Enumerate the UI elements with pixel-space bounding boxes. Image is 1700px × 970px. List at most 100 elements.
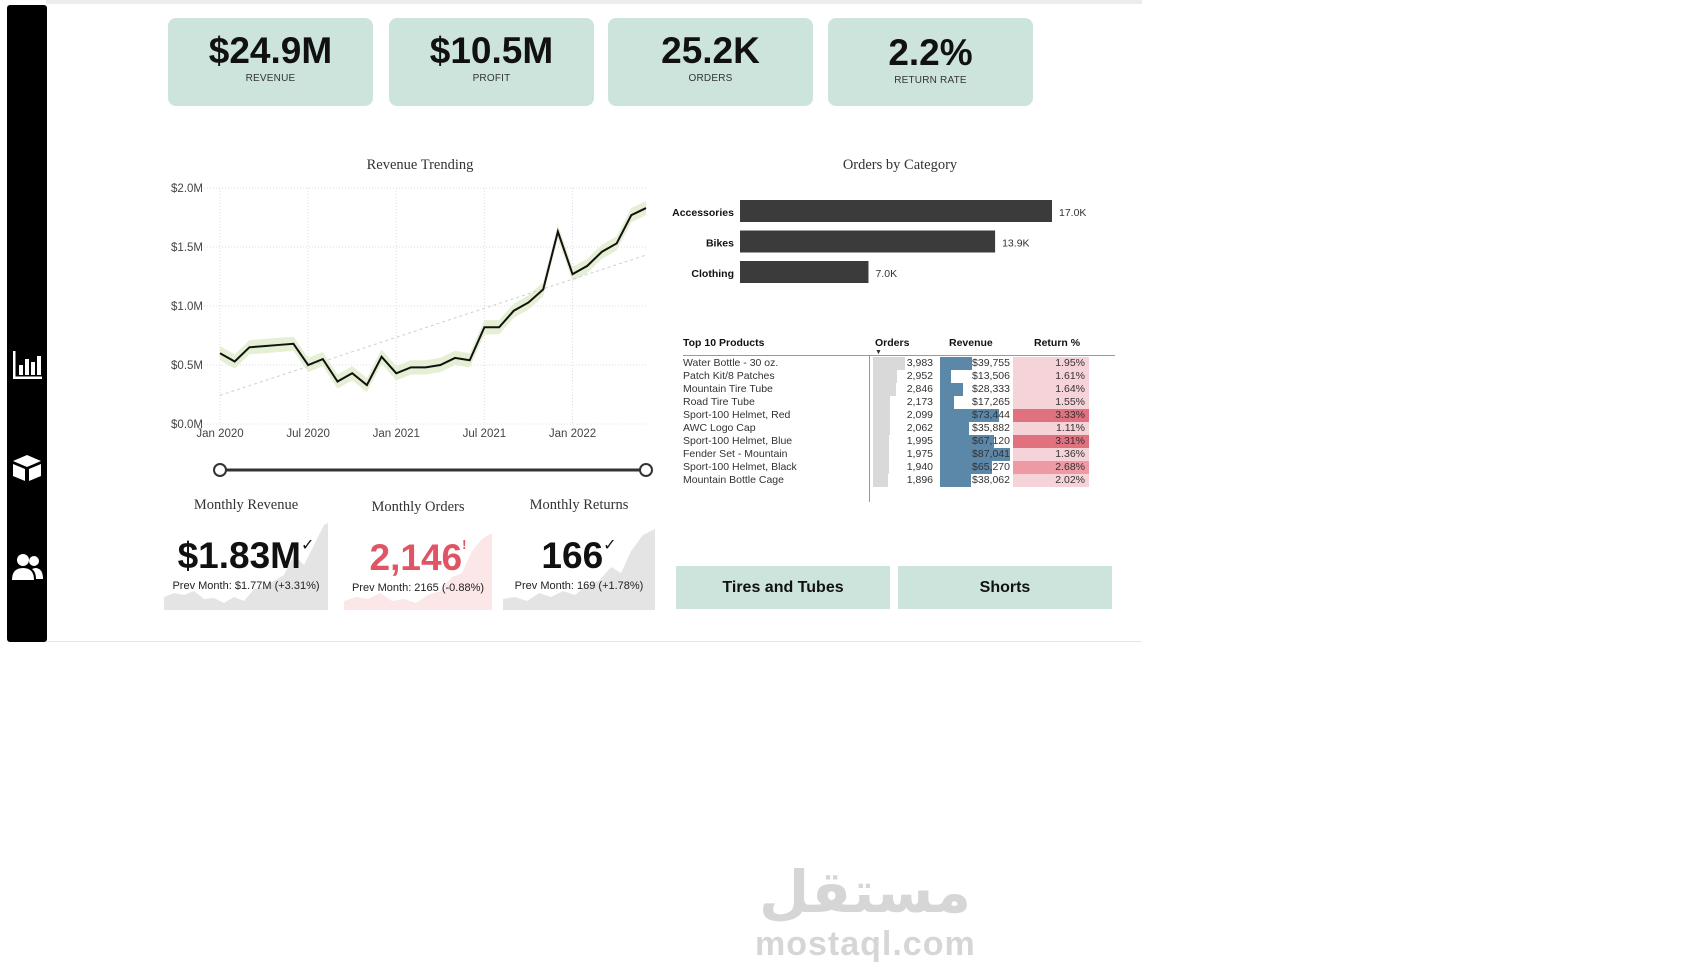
orders-cell: 1,975 bbox=[906, 448, 933, 460]
kpi-label: REVENUE bbox=[245, 73, 296, 84]
return-rate-cell: 2.68% bbox=[1013, 461, 1089, 474]
monthly-revenue-title: Monthly Revenue bbox=[193, 497, 299, 513]
monthly-revenue-card: Monthly Revenue $1.83M✓ Prev Month: $1.7… bbox=[164, 495, 328, 610]
revenue-cell: $17,265 bbox=[972, 396, 1010, 408]
trend-band bbox=[220, 200, 646, 393]
kpi-revenue: $24.9M REVENUE bbox=[168, 18, 373, 106]
revenue-databar bbox=[940, 357, 972, 370]
orders-databar bbox=[873, 383, 896, 396]
col-header-product[interactable]: Top 10 Products bbox=[683, 337, 765, 349]
table-row[interactable]: Mountain Bottle Cage 1,896 $38,062 2.02% bbox=[683, 474, 1115, 487]
monthly-returns-card: Monthly Returns 166✓ Prev Month: 169 (+1… bbox=[503, 495, 655, 610]
monthly-orders-prev: Prev Month: 2165 (-0.88%) bbox=[351, 582, 485, 594]
watermark-arabic: مستقل bbox=[758, 858, 972, 926]
orders-cell: 3,983 bbox=[906, 357, 933, 369]
category-bar[interactable] bbox=[740, 200, 1052, 222]
column-divider bbox=[869, 356, 870, 502]
date-slider-end-handle[interactable] bbox=[639, 463, 653, 477]
table-row[interactable]: Road Tire Tube 2,173 $17,265 1.55% bbox=[683, 396, 1115, 409]
revenue-cell: $67,120 bbox=[972, 435, 1010, 447]
table-row[interactable]: Sport-100 Helmet, Red 2,099 $73,444 3.33% bbox=[683, 409, 1115, 422]
orders-databar bbox=[873, 435, 890, 448]
orders-cell: 1,896 bbox=[906, 474, 933, 486]
orders-cell: 2,099 bbox=[906, 409, 933, 421]
return-rate-cell: 2.02% bbox=[1013, 474, 1089, 487]
y-tick-label: $1.5M bbox=[171, 242, 203, 254]
revenue-cell: $38,062 bbox=[972, 474, 1010, 486]
table-row[interactable]: Patch Kit/8 Patches 2,952 $13,506 1.61% bbox=[683, 370, 1115, 383]
revenue-cell: $73,444 bbox=[972, 409, 1010, 421]
monthly-revenue-value: $1.83M✓ bbox=[177, 535, 315, 576]
product-name: Patch Kit/8 Patches bbox=[683, 370, 775, 382]
revenue-trend-chart: $2.0M $1.5M $1.0M $0.5M $0.0M Jan 2020 Jul 20… bbox=[171, 183, 653, 477]
revenue-sparkline-area bbox=[164, 523, 328, 610]
category-bar[interactable] bbox=[740, 261, 869, 283]
product-name: Water Bottle - 30 oz. bbox=[683, 357, 779, 369]
revenue-databar bbox=[940, 422, 969, 435]
category-label: Accessories bbox=[672, 207, 734, 219]
shorts-button[interactable]: Shorts bbox=[898, 566, 1112, 609]
orders-category-title: Orders by Category bbox=[842, 157, 958, 173]
revenue-databar bbox=[940, 383, 963, 396]
col-header-revenue[interactable]: Revenue bbox=[949, 337, 993, 349]
table-row[interactable]: Water Bottle - 30 oz. 3,983 $39,755 1.95% bbox=[683, 357, 1115, 370]
revenue-databar bbox=[940, 409, 1000, 422]
monthly-returns-prev: Prev Month: 169 (+1.78%) bbox=[514, 580, 644, 592]
table-row[interactable]: Sport-100 Helmet, Black 1,940 $65,270 2.68% bbox=[683, 461, 1115, 474]
monthly-orders-card: Monthly Orders 2,146! Prev Month: 2165 (… bbox=[344, 495, 492, 610]
revenue-cell: $39,755 bbox=[972, 357, 1010, 369]
product-name: Sport-100 Helmet, Red bbox=[683, 409, 791, 421]
orders-databar bbox=[873, 357, 905, 370]
return-rate-cell: 3.33% bbox=[1013, 409, 1089, 422]
revenue-databar bbox=[940, 435, 994, 448]
return-rate-cell: 1.11% bbox=[1013, 422, 1089, 435]
box-icon[interactable] bbox=[10, 451, 44, 485]
check-icon: ✓ bbox=[301, 537, 315, 554]
revenue-databar bbox=[940, 474, 971, 487]
y-tick-label: $0.0M bbox=[171, 419, 203, 431]
trend-line bbox=[219, 254, 647, 396]
col-header-return[interactable]: Return % bbox=[1034, 337, 1081, 349]
return-rate-cell: 1.64% bbox=[1013, 383, 1089, 396]
date-slider-start-handle[interactable] bbox=[213, 463, 227, 477]
orders-databar bbox=[873, 370, 897, 383]
orders-cell: 1,995 bbox=[906, 435, 933, 447]
category-bar[interactable] bbox=[740, 230, 996, 253]
top-products-table: Top 10 Products Orders ▼ Revenue Return … bbox=[683, 334, 1115, 504]
y-tick-label: $0.5M bbox=[171, 360, 203, 372]
kpi-label: RETURN RATE bbox=[894, 75, 967, 86]
kpi-orders: 25.2K ORDERS bbox=[608, 18, 813, 106]
revenue-databar bbox=[940, 461, 993, 474]
x-tick-label: Jul 2021 bbox=[463, 428, 506, 440]
bar-chart-icon[interactable] bbox=[10, 348, 44, 382]
table-row[interactable]: Mountain Tire Tube 2,846 $28,333 1.64% bbox=[683, 383, 1115, 396]
product-name: Sport-100 Helmet, Black bbox=[683, 461, 797, 473]
table-row[interactable]: Sport-100 Helmet, Blue 1,995 $67,120 3.31% bbox=[683, 435, 1115, 448]
table-row[interactable]: AWC Logo Cap 2,062 $35,882 1.11% bbox=[683, 422, 1115, 435]
table-row[interactable]: Fender Set - Mountain 1,975 $87,041 1.36% bbox=[683, 448, 1115, 461]
x-tick-label: Jan 2022 bbox=[549, 428, 596, 440]
tires-and-tubes-button[interactable]: Tires and Tubes bbox=[676, 566, 890, 609]
orders-cell: 2,846 bbox=[906, 383, 933, 395]
kpi-value: 2.2% bbox=[888, 32, 973, 73]
col-header-orders[interactable]: Orders bbox=[875, 337, 910, 349]
revenue-cell: $35,882 bbox=[972, 422, 1010, 434]
bottom-border bbox=[46, 641, 1142, 642]
top-border bbox=[46, 0, 1142, 4]
orders-cell: 2,062 bbox=[906, 422, 933, 434]
orders-databar bbox=[873, 422, 890, 435]
kpi-profit: $10.5M PROFIT bbox=[389, 18, 594, 106]
bar-value-label: 13.9K bbox=[1002, 238, 1029, 250]
sort-desc-icon[interactable]: ▼ bbox=[875, 349, 882, 356]
kpi-value: $24.9M bbox=[208, 30, 333, 71]
revenue-databar bbox=[940, 448, 1010, 461]
revenue-cell: $28,333 bbox=[972, 383, 1010, 395]
users-icon[interactable] bbox=[10, 550, 44, 584]
bar-value-label: 17.0K bbox=[1059, 207, 1086, 219]
sidebar bbox=[7, 5, 47, 642]
monthly-returns-title: Monthly Returns bbox=[529, 497, 629, 513]
check-icon: ✓ bbox=[603, 537, 617, 554]
return-rate-cell: 1.55% bbox=[1013, 396, 1089, 409]
x-tick-label: Jul 2020 bbox=[286, 428, 329, 440]
y-tick-label: $1.0M bbox=[171, 301, 203, 313]
